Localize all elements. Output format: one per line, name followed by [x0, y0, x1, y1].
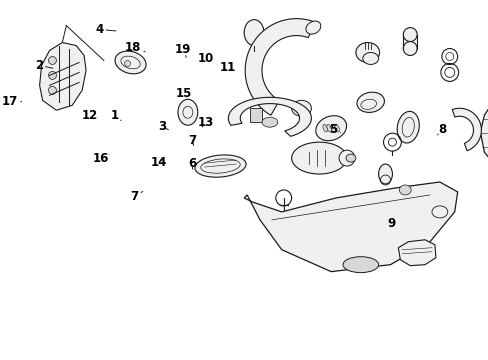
Text: 4: 4	[95, 23, 116, 36]
Text: 19: 19	[174, 42, 191, 57]
Ellipse shape	[378, 164, 392, 184]
Ellipse shape	[356, 92, 384, 112]
Polygon shape	[398, 240, 435, 266]
Polygon shape	[451, 108, 480, 151]
Polygon shape	[250, 108, 262, 122]
Polygon shape	[228, 97, 311, 136]
Text: 9: 9	[386, 216, 395, 230]
Polygon shape	[40, 42, 86, 110]
Text: 17: 17	[2, 95, 21, 108]
Text: 8: 8	[437, 123, 446, 136]
Ellipse shape	[362, 53, 378, 64]
Ellipse shape	[262, 117, 277, 127]
Ellipse shape	[346, 154, 355, 162]
Text: 12: 12	[81, 109, 98, 122]
Text: 13: 13	[197, 116, 213, 129]
Ellipse shape	[403, 41, 416, 55]
Ellipse shape	[48, 57, 56, 64]
Ellipse shape	[244, 20, 264, 45]
Ellipse shape	[396, 111, 418, 143]
Text: 16: 16	[92, 152, 109, 165]
Ellipse shape	[291, 142, 346, 174]
Ellipse shape	[250, 49, 258, 57]
Ellipse shape	[115, 51, 146, 74]
Polygon shape	[244, 182, 457, 272]
Text: 7: 7	[130, 190, 142, 203]
Ellipse shape	[330, 125, 335, 132]
Text: 15: 15	[175, 87, 192, 100]
Ellipse shape	[124, 60, 130, 67]
Ellipse shape	[48, 86, 56, 94]
Text: 14: 14	[150, 156, 166, 169]
Ellipse shape	[355, 42, 379, 62]
Polygon shape	[479, 92, 488, 175]
Text: 6: 6	[188, 157, 196, 170]
Ellipse shape	[399, 185, 410, 195]
Ellipse shape	[326, 125, 331, 132]
Text: 3: 3	[158, 120, 168, 133]
Text: 18: 18	[124, 41, 145, 54]
Text: 11: 11	[219, 60, 235, 73]
Text: 1: 1	[110, 109, 121, 122]
Ellipse shape	[342, 257, 378, 273]
Ellipse shape	[315, 116, 346, 141]
Ellipse shape	[194, 155, 245, 177]
Ellipse shape	[291, 100, 311, 116]
Text: 7: 7	[188, 134, 196, 147]
Polygon shape	[244, 19, 313, 115]
Ellipse shape	[305, 21, 320, 34]
Ellipse shape	[178, 99, 197, 125]
Ellipse shape	[334, 125, 339, 132]
Ellipse shape	[403, 28, 416, 41]
Ellipse shape	[48, 71, 56, 80]
Text: 10: 10	[197, 51, 213, 64]
Text: 2: 2	[35, 59, 53, 72]
Text: 5: 5	[329, 123, 340, 136]
Ellipse shape	[338, 150, 354, 166]
Ellipse shape	[322, 125, 327, 132]
